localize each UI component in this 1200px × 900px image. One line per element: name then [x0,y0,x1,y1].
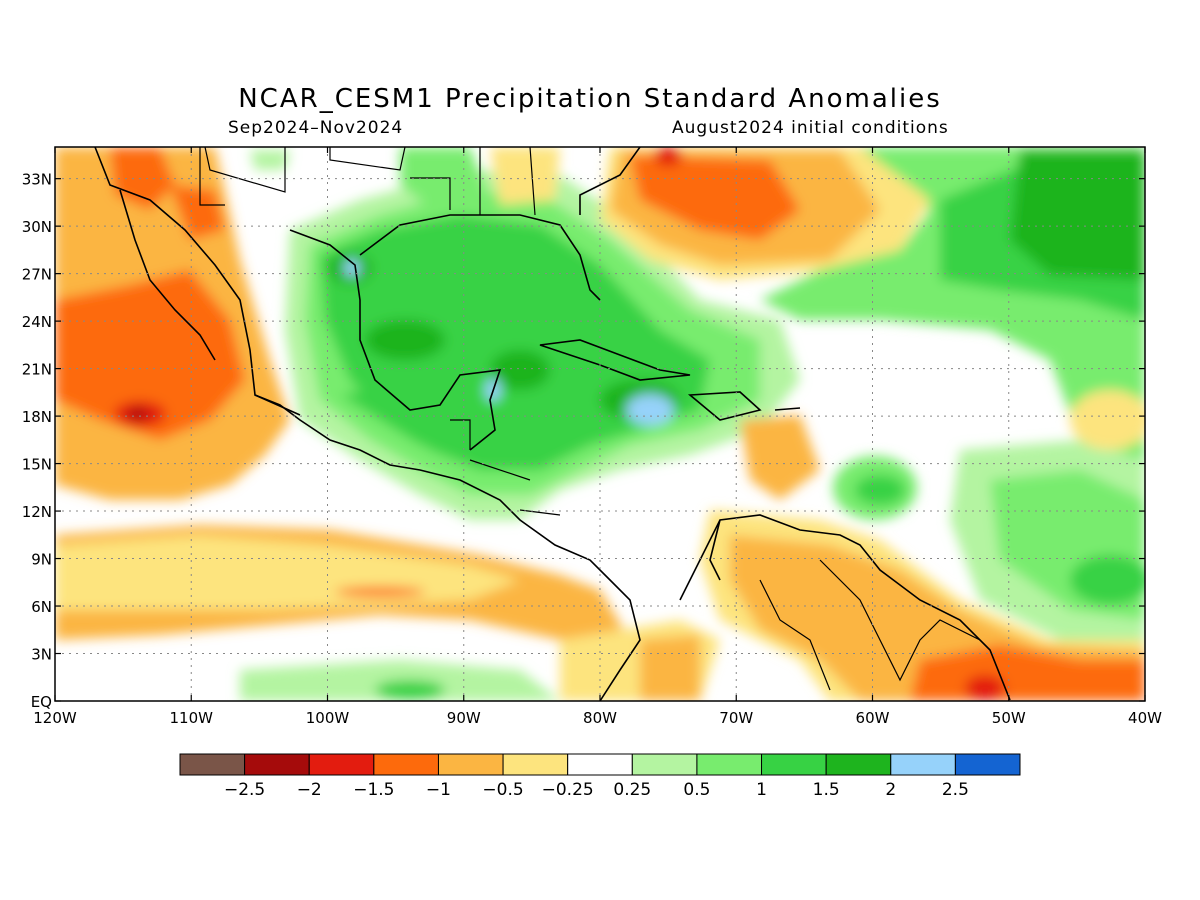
colorbar-label: 2 [885,780,896,800]
lon-axis: 120W 110W 100W 90W 80W 70W 60W 50W 40W [33,709,1162,727]
lon-tick-label: 70W [719,709,753,727]
colorbar-swatch [696,753,763,776]
colorbar-swatch [825,753,892,776]
chart-title: NCAR_CESM1 Precipitation Standard Anomal… [238,84,942,114]
lat-tick-label: 18N [22,408,52,426]
coastlines [94,147,1011,701]
colorbar-swatch [890,753,956,776]
colorbar-swatch [437,753,504,776]
colorbar-swatch [179,753,246,776]
lon-tick-label: 100W [306,709,350,727]
lon-tick-label: 50W [992,709,1026,727]
colorbar-label: 1 [756,780,767,800]
map-gridlines [55,147,1145,701]
lat-tick-label: 33N [22,171,52,189]
lat-tick-label: 27N [22,266,52,284]
colorbar-label: −2.5 [224,780,265,800]
colorbar-label: −1 [426,780,451,800]
lat-tick-label: 12N [22,503,52,521]
colorbar-swatch [308,753,375,776]
lat-tick-label: 24N [22,313,52,331]
colorbar-swatch [244,753,310,776]
lon-tick-label: 120W [33,709,77,727]
boundaries [199,147,981,691]
lon-tick-label: 60W [856,709,890,727]
lon-tick-label: 90W [447,709,481,727]
colorbar-label: −2 [297,780,322,800]
colorbar-swatch [954,753,1021,776]
colorbar-label: 2.5 [942,780,969,800]
lat-tick-label: 9N [31,551,52,569]
colorbar-label: −0.25 [542,780,594,800]
lat-tick-label: 30N [22,218,52,236]
lon-tick-label: 40W [1128,709,1162,727]
lat-tick-label: EQ [31,693,52,711]
tick-marks [54,147,1146,702]
colorbar-label: −1.5 [353,780,394,800]
lat-tick-label: 21N [22,361,52,379]
colorbar-label: 0.25 [613,780,651,800]
colorbar: −2.5 −2 −1.5 −1 −0.5 −0.25 0.25 0.5 1 1.5 2 2.5 [179,753,1021,800]
lon-tick-label: 80W [583,709,617,727]
colorbar-label: −0.5 [482,780,523,800]
anomaly-field [55,147,1145,701]
colorbar-swatch [761,753,827,776]
lat-tick-label: 6N [31,598,52,616]
colorbar-swatch [631,753,698,776]
colorbar-swatch [567,753,633,776]
lat-tick-label: 3N [31,646,52,664]
colorbar-label: 1.5 [813,780,840,800]
lat-tick-label: 15N [22,456,52,474]
colorbar-swatch [502,753,569,776]
initial-conditions: August2024 initial conditions [672,118,949,138]
lat-axis: EQ 3N 6N 9N 12N 15N 18N 21N 24N 27N 30N 33N [22,171,52,711]
colorbar-label: 0.5 [683,780,710,800]
colorbar-swatch [373,753,439,776]
lon-tick-label: 110W [170,709,214,727]
forecast-period: Sep2024–Nov2024 [228,118,404,138]
